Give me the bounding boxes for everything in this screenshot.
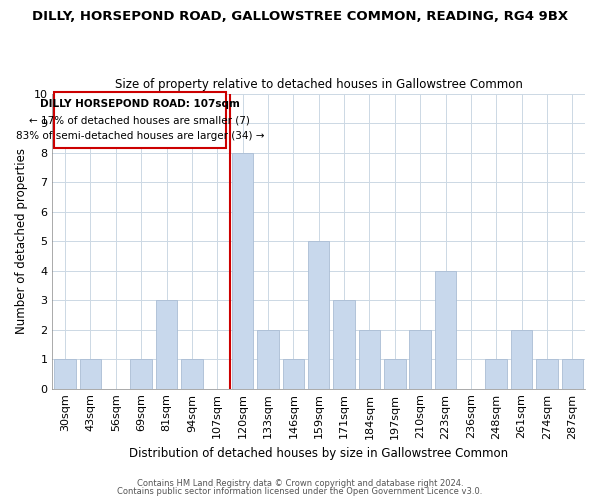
Bar bbox=[409, 330, 431, 388]
Bar bbox=[359, 330, 380, 388]
Y-axis label: Number of detached properties: Number of detached properties bbox=[15, 148, 28, 334]
Bar bbox=[130, 359, 152, 388]
Text: ← 17% of detached houses are smaller (7): ← 17% of detached houses are smaller (7) bbox=[29, 115, 250, 125]
Bar bbox=[232, 152, 253, 388]
FancyBboxPatch shape bbox=[53, 92, 226, 148]
Bar bbox=[80, 359, 101, 388]
Bar bbox=[333, 300, 355, 388]
Bar bbox=[156, 300, 178, 388]
Text: DILLY HORSEPOND ROAD: 107sqm: DILLY HORSEPOND ROAD: 107sqm bbox=[40, 99, 240, 109]
Bar bbox=[562, 359, 583, 388]
Bar bbox=[308, 241, 329, 388]
Bar bbox=[511, 330, 532, 388]
Bar bbox=[536, 359, 558, 388]
Bar bbox=[257, 330, 279, 388]
Bar bbox=[384, 359, 406, 388]
X-axis label: Distribution of detached houses by size in Gallowstree Common: Distribution of detached houses by size … bbox=[129, 447, 508, 460]
Bar bbox=[485, 359, 507, 388]
Title: Size of property relative to detached houses in Gallowstree Common: Size of property relative to detached ho… bbox=[115, 78, 523, 91]
Bar bbox=[435, 270, 456, 388]
Text: Contains public sector information licensed under the Open Government Licence v3: Contains public sector information licen… bbox=[118, 487, 482, 496]
Bar bbox=[283, 359, 304, 388]
Text: DILLY, HORSEPOND ROAD, GALLOWSTREE COMMON, READING, RG4 9BX: DILLY, HORSEPOND ROAD, GALLOWSTREE COMMO… bbox=[32, 10, 568, 23]
Bar bbox=[181, 359, 203, 388]
Bar bbox=[55, 359, 76, 388]
Text: 83% of semi-detached houses are larger (34) →: 83% of semi-detached houses are larger (… bbox=[16, 130, 264, 140]
Text: Contains HM Land Registry data © Crown copyright and database right 2024.: Contains HM Land Registry data © Crown c… bbox=[137, 478, 463, 488]
